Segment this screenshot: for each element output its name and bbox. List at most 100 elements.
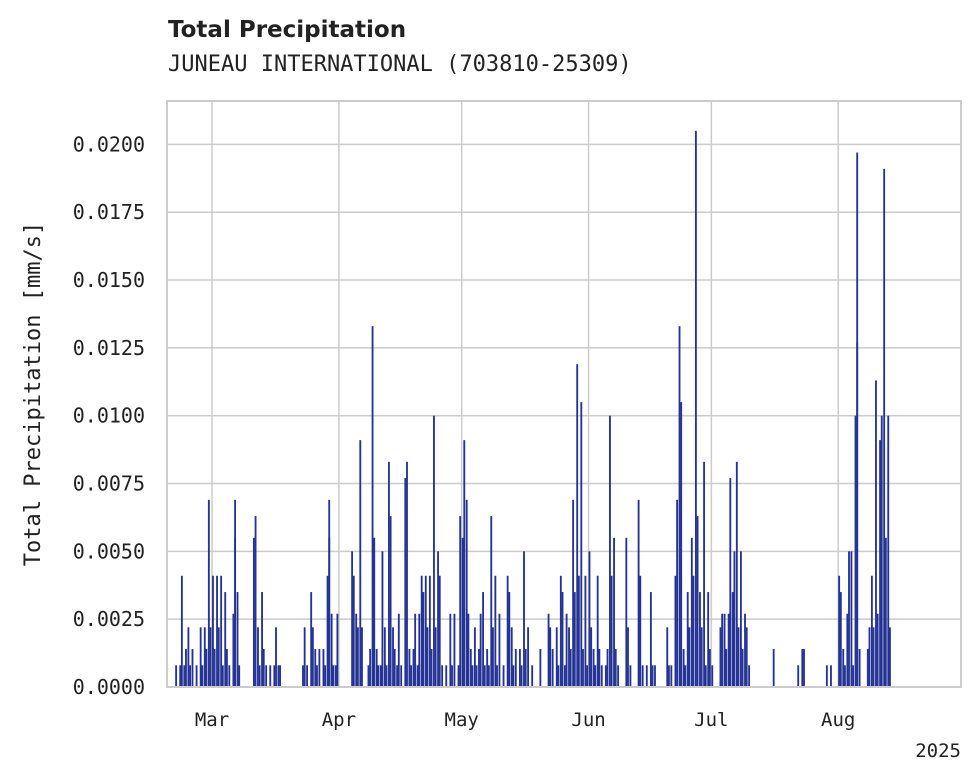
precip-bar — [514, 649, 517, 687]
precip-bar — [884, 537, 887, 687]
precip-bar — [203, 627, 206, 687]
precip-bar — [483, 665, 486, 687]
precip-bar — [721, 613, 724, 687]
precip-bar — [471, 665, 474, 687]
precip-bar — [438, 575, 441, 687]
precip-bar — [367, 665, 370, 687]
precip-bar — [494, 575, 497, 687]
precip-bar — [745, 627, 748, 687]
precip-bar — [490, 516, 493, 687]
precip-bar — [692, 575, 695, 687]
precip-bar — [572, 499, 575, 687]
precip-bar — [426, 627, 429, 687]
precip-bar — [666, 627, 669, 687]
precip-bar — [445, 665, 448, 687]
precip-bar — [797, 665, 800, 687]
precip-bar — [383, 627, 386, 687]
precip-bar — [604, 665, 607, 687]
precip-bar — [220, 575, 223, 687]
precip-bar — [216, 575, 218, 687]
precip-bar — [187, 627, 190, 687]
precip-bar — [651, 665, 654, 687]
precip-bar — [361, 627, 363, 687]
precip-bar — [430, 649, 433, 687]
precip-bar — [234, 537, 237, 687]
precip-bar — [518, 649, 521, 687]
precip-bar — [686, 592, 689, 687]
precip-bar — [737, 627, 740, 687]
precip-bar — [428, 575, 431, 687]
precip-bar — [336, 613, 339, 687]
precip-bar — [645, 665, 648, 687]
chart-title: Total Precipitation — [168, 17, 407, 43]
precip-bar — [868, 627, 871, 687]
precip-bar — [555, 627, 558, 687]
precip-bar — [410, 665, 413, 687]
precip-bar — [523, 551, 525, 687]
precip-bar — [189, 665, 191, 687]
precip-bar — [678, 326, 681, 687]
precip-bar — [265, 665, 268, 687]
precip-bar — [486, 649, 489, 687]
y-tick-label: 0.0125 — [73, 336, 145, 360]
precip-bar — [324, 665, 327, 687]
precip-bar — [201, 665, 204, 687]
precip-bar — [883, 168, 886, 687]
precip-bar — [588, 551, 591, 687]
precip-bar — [696, 516, 699, 687]
precip-bar — [369, 649, 372, 687]
precip-bar — [741, 649, 744, 687]
precip-bar — [627, 627, 629, 687]
precip-bar — [318, 649, 321, 687]
precip-bar — [637, 499, 640, 687]
precip-bar — [316, 665, 318, 687]
grid-layer — [167, 101, 961, 688]
y-tick-label: 0.0150 — [73, 268, 145, 292]
precip-bar — [175, 665, 178, 687]
precip-bar — [879, 440, 882, 687]
precip-bar — [406, 461, 408, 687]
precip-bar — [639, 575, 642, 687]
precip-bar — [217, 627, 220, 687]
precip-bar — [273, 665, 276, 687]
precip-bar — [667, 665, 670, 687]
precip-bar — [876, 613, 879, 687]
precip-bar — [880, 415, 883, 687]
precip-bar — [707, 592, 710, 687]
precip-bar — [404, 478, 407, 687]
precip-bar — [375, 649, 378, 687]
precip-bar — [385, 665, 388, 687]
precip-bar — [400, 665, 403, 687]
precip-bar — [731, 592, 734, 687]
precip-bar — [549, 627, 552, 687]
precip-bar — [479, 613, 482, 687]
precip-bar — [441, 665, 444, 687]
precip-bar — [224, 592, 227, 687]
precip-bar — [379, 665, 382, 687]
precip-bar — [463, 440, 466, 687]
precip-bar — [412, 649, 415, 687]
precip-bar — [397, 613, 400, 687]
precip-bar — [330, 613, 333, 687]
precip-bar — [422, 592, 425, 687]
precip-bar — [573, 592, 576, 687]
precip-bar — [252, 537, 255, 687]
precip-bar — [475, 665, 478, 687]
precip-bar — [408, 649, 411, 687]
precip-bar — [569, 649, 572, 687]
chart-subtitle: JUNEAU INTERNATIONAL (703810-25309) — [168, 52, 632, 77]
precip-bar — [670, 665, 673, 687]
precip-bar — [684, 665, 687, 687]
precip-bar — [496, 665, 498, 687]
precip-bar — [561, 592, 564, 687]
precip-bar — [416, 665, 419, 687]
precip-bar — [625, 537, 628, 687]
precip-bar — [449, 613, 452, 687]
precip-bar — [606, 649, 609, 687]
precip-bar — [269, 665, 272, 687]
precip-bar — [225, 649, 228, 687]
x-tick-label: Jul — [694, 709, 728, 731]
precip-bar — [843, 665, 846, 687]
precip-bar — [306, 665, 309, 687]
precip-bar — [682, 649, 685, 687]
